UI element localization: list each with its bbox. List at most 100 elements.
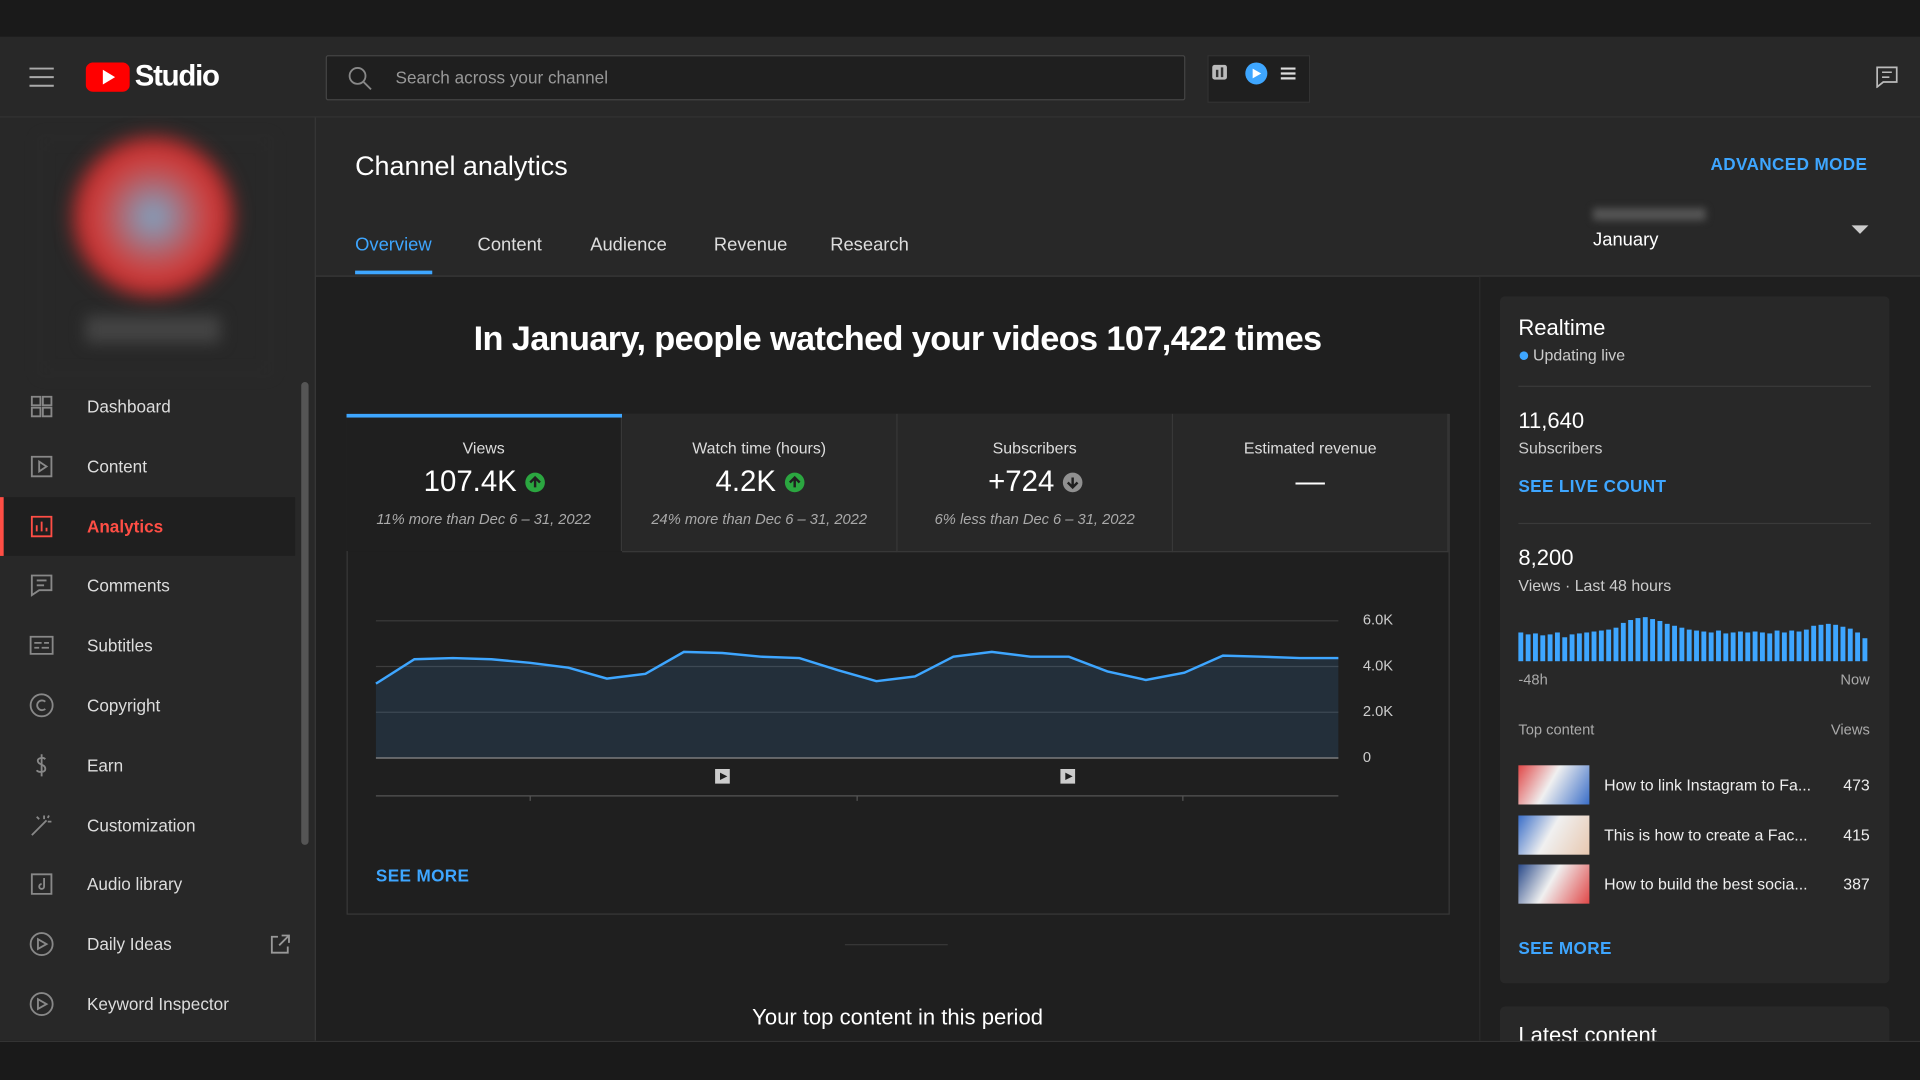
trend-down: [1062, 472, 1083, 493]
feedback-button[interactable]: [1876, 66, 1898, 89]
channel-avatar: [73, 137, 233, 297]
extension-icons[interactable]: [1210, 61, 1308, 90]
bar: [1620, 622, 1626, 662]
metric-comparison: 11% more than Dec 6 – 31, 2022: [376, 510, 591, 528]
metric-value: +724: [988, 465, 1055, 499]
tab[interactable]: Research: [830, 234, 909, 256]
bar: [1518, 632, 1524, 662]
external-link-icon[interactable]: [268, 932, 292, 956]
thumbnail[interactable]: [1518, 765, 1590, 805]
tab[interactable]: Content: [477, 234, 542, 256]
tab[interactable]: Revenue: [713, 234, 788, 256]
sidebar-item[interactable]: Subtitles: [86, 635, 153, 656]
thumbnail[interactable]: [1518, 864, 1590, 905]
sidebar-icon[interactable]: [29, 932, 54, 957]
sidebar-scrollbar: [301, 382, 309, 845]
bar: [1811, 625, 1817, 662]
sidebar-icon[interactable]: [29, 693, 54, 718]
bar: [1774, 630, 1780, 662]
sidebar-icon[interactable]: [29, 514, 53, 538]
sidebar-icon[interactable]: [29, 394, 53, 418]
sidebar-item[interactable]: Audio library: [86, 874, 183, 895]
top-content-views: 415: [1843, 825, 1870, 844]
live-dot: [1519, 351, 1529, 361]
sidebar-item[interactable]: Comments: [86, 575, 170, 596]
divider: [844, 944, 948, 946]
sidebar-item[interactable]: Dashboard: [86, 396, 171, 417]
metric-tile[interactable]: [1173, 413, 1449, 553]
realtime-see-more[interactable]: SEE MORE: [1518, 937, 1612, 958]
sidebar-item[interactable]: Keyword Inspector: [86, 994, 229, 1014]
video-marker[interactable]: [1060, 768, 1076, 784]
bar: [1650, 619, 1656, 662]
search-placeholder[interactable]: Search across your channel: [395, 67, 609, 87]
bar: [1781, 632, 1787, 662]
sidebar-icon-shape: [35, 754, 47, 777]
headline: In January, people watched your videos 1…: [473, 319, 1322, 358]
thumbnail[interactable]: [1518, 815, 1590, 855]
tab[interactable]: Audience: [590, 234, 667, 256]
sidebar-icon[interactable]: [29, 813, 53, 837]
sidebar-item[interactable]: Copyright: [86, 695, 161, 716]
sidebar-item[interactable]: Analytics: [86, 516, 164, 536]
see-live-count-button[interactable]: SEE LIVE COUNT: [1518, 476, 1667, 496]
sidebar-icon[interactable]: [29, 753, 53, 777]
menu-button[interactable]: [29, 67, 54, 87]
period-dropdown-arrow[interactable]: [1851, 225, 1869, 235]
top-content-title[interactable]: This is how to create a Fac...: [1604, 825, 1808, 844]
advanced-mode-button[interactable]: ADVANCED MODE: [1710, 154, 1868, 174]
page-header: [315, 117, 1920, 277]
tab[interactable]: Overview: [355, 234, 432, 256]
bar: [1664, 623, 1670, 662]
bar: [1818, 624, 1824, 662]
external-link-icon-shape: [270, 934, 290, 954]
x-axis-start: -48h: [1518, 673, 1547, 689]
tab-underline: [355, 270, 433, 275]
sidebar-icon[interactable]: [29, 992, 54, 1017]
bar: [1701, 631, 1707, 662]
sidebar-item[interactable]: Customization: [86, 815, 196, 835]
bar: [1598, 630, 1604, 662]
x-axis-end: Now: [1840, 673, 1870, 689]
trend-arrow: [1066, 477, 1079, 490]
logo-icon[interactable]: [85, 62, 130, 92]
see-more-button[interactable]: SEE MORE: [375, 865, 470, 886]
active-indicator: [0, 496, 4, 556]
bar: [1847, 628, 1853, 662]
sidebar-icon[interactable]: [29, 574, 53, 598]
views-column-label: Views: [1830, 721, 1870, 739]
metric-value: —: [1295, 465, 1325, 499]
sidebar-item[interactable]: Earn: [86, 755, 124, 775]
sidebar-icon[interactable]: [29, 872, 53, 896]
metric-label: Estimated revenue: [1243, 438, 1377, 458]
date-range-blurred: [1593, 208, 1706, 221]
sidebar-icon-shape: [29, 932, 54, 957]
top-content-title[interactable]: How to link Instagram to Fa...: [1604, 775, 1812, 795]
frame-bottom: [0, 1040, 1920, 1080]
frame-top: [0, 0, 1920, 37]
sidebar-icon[interactable]: [29, 454, 53, 478]
top-content-views: 387: [1843, 875, 1870, 894]
y-tick-label: 2.0K: [1363, 704, 1393, 720]
metric-value: 107.4K: [423, 465, 517, 499]
sidebar-icon[interactable]: [29, 633, 54, 657]
search-box[interactable]: [325, 55, 1186, 101]
bar: [1730, 632, 1736, 662]
metric-tile[interactable]: [346, 413, 623, 552]
sidebar-icon-shape: [31, 814, 52, 836]
metric-tile[interactable]: [622, 413, 898, 553]
metric-comparison: 6% less than Dec 6 – 31, 2022: [934, 510, 1135, 528]
bar: [1825, 623, 1831, 662]
sidebar-item[interactable]: Daily Ideas: [86, 934, 172, 955]
bar: [1862, 638, 1868, 662]
sidebar-item[interactable]: Content: [86, 456, 147, 477]
period-selector[interactable]: January: [1593, 229, 1659, 251]
sidebar-icon-shape: [30, 455, 53, 477]
top-content-title[interactable]: How to build the best socia...: [1604, 875, 1808, 894]
logo-text[interactable]: Studio: [134, 60, 220, 94]
video-marker[interactable]: [715, 768, 730, 784]
separator: [1518, 522, 1872, 525]
bar: [1533, 633, 1538, 662]
metric-tile[interactable]: [897, 413, 1174, 553]
trend-arrow: [529, 475, 541, 488]
